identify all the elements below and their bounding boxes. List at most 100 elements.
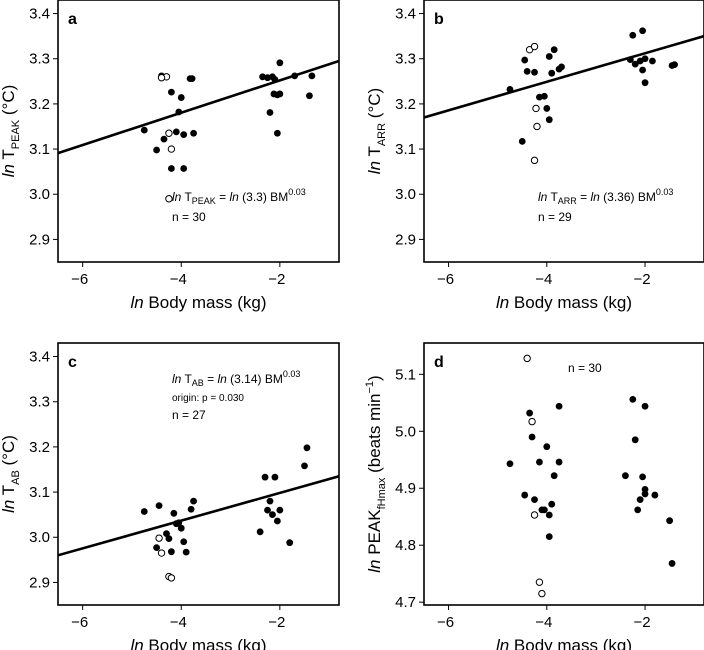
data-point-filled <box>276 90 284 98</box>
y-tick-label: 3.0 <box>29 529 50 546</box>
data-point-filled <box>140 126 148 134</box>
data-point-filled <box>649 57 656 65</box>
panel-letter: a <box>68 11 77 28</box>
data-point-filled <box>523 67 531 75</box>
y-tick-label: 5.0 <box>395 423 416 440</box>
x-tick-label: −2 <box>268 614 285 631</box>
y-axis-label: ln TPEAK (°C) <box>0 85 22 178</box>
sample-size-label: n = 30 <box>172 210 206 224</box>
data-point-filled <box>639 27 646 35</box>
x-axis-label: ln Body mass (kg) <box>130 293 266 312</box>
y-tick-label: 3.3 <box>29 394 50 411</box>
y-tick-label: 3.2 <box>395 96 416 113</box>
data-point-filled <box>273 129 281 137</box>
data-point-filled <box>286 539 294 547</box>
data-point-filled <box>545 533 553 541</box>
data-point-filled <box>269 511 276 519</box>
x-tick-label: −2 <box>633 614 650 631</box>
y-tick-label: 3.1 <box>29 484 50 501</box>
y-tick-label: 2.9 <box>395 231 416 248</box>
data-point-filled <box>140 508 148 515</box>
data-point-filled <box>155 502 163 510</box>
y-tick-label: 2.9 <box>29 231 50 248</box>
data-point-filled <box>641 402 649 410</box>
x-tick-label: −4 <box>535 271 552 288</box>
data-point-filled <box>555 458 563 466</box>
data-point-filled <box>167 165 175 172</box>
y-tick-label: 3.0 <box>29 186 50 203</box>
data-point-filled <box>153 146 160 154</box>
data-point-filled <box>641 490 649 498</box>
data-point-filled <box>170 509 178 517</box>
data-point-open <box>530 511 539 519</box>
plot-frame <box>423 342 704 606</box>
data-point-filled <box>301 462 308 470</box>
y-tick-label: 3.4 <box>29 6 50 23</box>
panel-letter: d <box>434 354 444 371</box>
y-axis-label: ln TARR (°C) <box>365 88 388 174</box>
data-point-filled <box>641 55 649 63</box>
data-point-filled <box>651 491 659 499</box>
data-point-filled <box>308 72 316 80</box>
data-point-filled <box>180 538 188 546</box>
data-point-open <box>167 574 176 582</box>
data-point-filled <box>641 79 649 87</box>
data-point-filled <box>175 519 183 527</box>
data-point-filled <box>271 473 279 481</box>
x-tick-label: −4 <box>535 614 552 631</box>
y-tick-label: 3.2 <box>29 96 50 113</box>
data-point-filled <box>175 108 183 116</box>
data-point-filled <box>622 472 629 480</box>
data-point-open <box>157 549 166 557</box>
data-point-filled <box>153 544 160 552</box>
data-point-filled <box>639 473 646 481</box>
fit-line <box>424 34 704 119</box>
y-tick-label: 2.9 <box>29 574 50 591</box>
data-point-filled <box>276 59 284 67</box>
data-point-filled <box>172 128 180 136</box>
data-point-open <box>167 145 176 153</box>
data-point-filled <box>256 528 264 536</box>
data-point-filled <box>306 92 313 100</box>
data-point-open <box>535 578 544 586</box>
x-axis-label: ln Body mass (kg) <box>496 293 632 312</box>
data-point-filled <box>531 496 538 504</box>
data-point-filled <box>266 497 274 505</box>
y-tick-label: 3.3 <box>395 51 416 68</box>
equation-label: ln TARR = ln (3.36) BM0.03 <box>538 187 673 206</box>
x-tick-label: −6 <box>437 614 454 631</box>
data-point-open <box>155 534 163 542</box>
data-point-filled <box>266 109 274 116</box>
data-point-filled <box>177 94 185 101</box>
y-axis-label: ln TAB (°C) <box>0 435 22 513</box>
data-point-open <box>523 354 531 363</box>
data-point-filled <box>180 131 188 139</box>
x-axis-label: ln Body mass (kg) <box>130 636 266 650</box>
x-tick-label: −4 <box>170 271 187 288</box>
data-point-open <box>165 129 173 137</box>
data-point-filled <box>518 137 526 145</box>
panel-letter: b <box>434 11 444 28</box>
data-point-filled <box>531 68 538 76</box>
data-point-filled <box>634 506 642 514</box>
data-point-open <box>532 104 540 113</box>
data-point-filled <box>543 105 551 112</box>
data-point-filled <box>631 436 639 444</box>
y-tick-label: 3.4 <box>395 6 416 23</box>
data-point-filled <box>558 63 565 71</box>
data-point-filled <box>521 491 529 499</box>
data-point-filled <box>540 506 548 514</box>
panel-b: 2.9 3.0 3.1 3.2 3.3 3.4 −6 −4 −2ln Body mass (kg… <box>365 0 704 312</box>
fit-line <box>58 475 339 557</box>
data-point-filled <box>668 560 676 567</box>
data-point-filled <box>264 506 271 514</box>
x-tick-label: −2 <box>268 271 285 288</box>
data-point-filled <box>167 548 175 556</box>
y-axis-label: ln PEAKfHmax (beats min−1) <box>364 375 388 572</box>
y-tick-label: 4.7 <box>395 594 416 611</box>
data-point-filled <box>160 135 168 143</box>
data-point-filled <box>666 517 674 525</box>
plot-frame <box>57 0 340 263</box>
data-point-filled <box>548 69 556 77</box>
y-tick-label: 5.1 <box>395 366 416 383</box>
